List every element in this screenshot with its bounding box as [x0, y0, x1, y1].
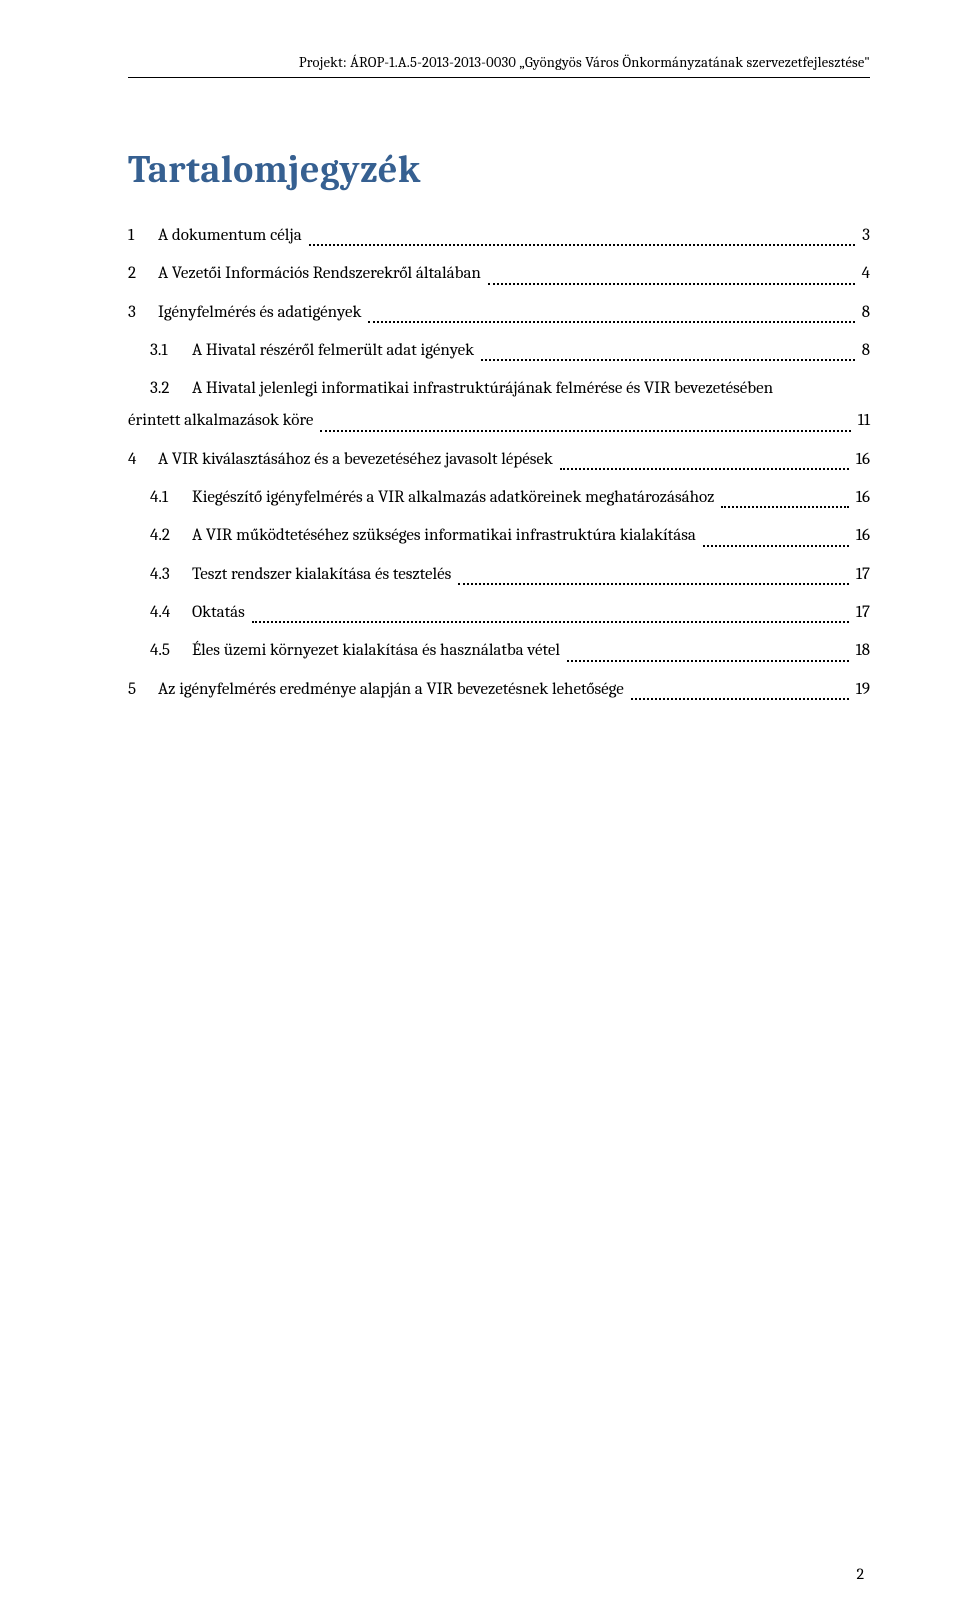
toc-entry-text-line1: A Hivatal jelenlegi informatikai infrast… — [192, 373, 777, 405]
toc-entry-page: 17 — [852, 597, 870, 629]
toc-leader-dots — [567, 660, 849, 662]
toc-entry-number: 4.1 — [128, 482, 192, 514]
toc-title: Tartalomjegyzék — [128, 148, 870, 192]
toc-entry-text: Éles üzemi környezet kialakítása és hasz… — [192, 635, 564, 667]
toc-entry-text: Az igényfelmérés eredménye alapján a VIR… — [158, 674, 628, 706]
toc-entry[interactable]: 4.2 A VIR működtetéséhez szükséges infor… — [128, 520, 870, 552]
toc-entry-text: A VIR működtetéséhez szükséges informati… — [192, 520, 700, 552]
toc-entry-text-line2: érintett alkalmazások köre — [128, 405, 317, 437]
toc-entry-page: 18 — [852, 635, 870, 667]
page: Projekt: ÁROP-1.A.5-2013-2013-0030 „Gyön… — [0, 0, 960, 1623]
toc-entry-page: 3 — [858, 220, 870, 252]
toc-entry-page: 8 — [858, 297, 870, 329]
toc-entry-text: Igényfelmérés és adatigények — [158, 297, 365, 329]
toc-entry-text: A VIR kiválasztásához és a bevezetéséhez… — [158, 444, 557, 476]
toc-entry-number: 4.5 — [128, 635, 192, 667]
toc-leader-dots — [703, 545, 849, 547]
toc-entry[interactable]: 4 A VIR kiválasztásához és a bevezetéséh… — [128, 444, 870, 476]
toc-entry-number: 3 — [128, 297, 158, 329]
toc-entry-page: 11 — [854, 405, 870, 437]
toc-entry-number: 4 — [128, 444, 158, 476]
toc-entry-page: 8 — [858, 335, 870, 367]
toc-entry[interactable]: 4.3 Teszt rendszer kialakítása és teszte… — [128, 559, 870, 591]
toc-entry-number: 4.2 — [128, 520, 192, 552]
toc-entry-number: 4.3 — [128, 559, 192, 591]
toc-leader-dots — [631, 698, 849, 700]
toc-leader-dots — [481, 359, 855, 361]
toc-leader-dots — [560, 468, 849, 470]
table-of-contents: 1 A dokumentum célja 3 2 A Vezetői Infor… — [128, 220, 870, 706]
toc-entry-number: 3.2 — [128, 373, 192, 405]
toc-entry-text: A Hivatal részéről felmerült adat igénye… — [192, 335, 478, 367]
toc-entry[interactable]: 4.4 Oktatás 17 — [128, 597, 870, 629]
toc-leader-dots — [721, 506, 848, 508]
toc-entry-text: Teszt rendszer kialakítása és tesztelés — [192, 559, 455, 591]
toc-entry-page: 16 — [852, 520, 870, 552]
toc-entry-number: 5 — [128, 674, 158, 706]
page-number: 2 — [856, 1565, 864, 1583]
toc-entry-page: 4 — [858, 258, 870, 290]
toc-leader-dots — [368, 321, 854, 323]
toc-entry[interactable]: 4.1 Kiegészítő igényfelmérés a VIR alkal… — [128, 482, 870, 514]
toc-entry-number: 2 — [128, 258, 158, 290]
toc-entry-page: 16 — [852, 444, 870, 476]
toc-leader-dots — [488, 283, 855, 285]
toc-leader-dots — [458, 583, 849, 585]
toc-entry-text: Kiegészítő igényfelmérés a VIR alkalmazá… — [192, 482, 718, 514]
toc-leader-dots — [309, 244, 855, 246]
toc-entry-page: 19 — [852, 674, 870, 706]
toc-entry[interactable]: 5 Az igényfelmérés eredménye alapján a V… — [128, 674, 870, 706]
toc-entry[interactable]: 4.5 Éles üzemi környezet kialakítása és … — [128, 635, 870, 667]
toc-entry[interactable]: 1 A dokumentum célja 3 — [128, 220, 870, 252]
project-header: Projekt: ÁROP-1.A.5-2013-2013-0030 „Gyön… — [128, 54, 870, 78]
toc-entry[interactable]: 3.2 A Hivatal jelenlegi informatikai inf… — [128, 373, 870, 438]
toc-entry[interactable]: 3 Igényfelmérés és adatigények 8 — [128, 297, 870, 329]
toc-entry[interactable]: 2 A Vezetői Információs Rendszerekről ál… — [128, 258, 870, 290]
toc-entry-number: 4.4 — [128, 597, 192, 629]
toc-entry-page: 17 — [852, 559, 870, 591]
toc-leader-dots — [252, 621, 849, 623]
toc-leader-dots — [320, 430, 850, 432]
toc-entry-text: Oktatás — [192, 597, 249, 629]
toc-entry-text: A dokumentum célja — [158, 220, 306, 252]
toc-entry-number: 3.1 — [128, 335, 192, 367]
toc-entry-number: 1 — [128, 220, 158, 252]
toc-entry[interactable]: 3.1 A Hivatal részéről felmerült adat ig… — [128, 335, 870, 367]
toc-entry-text: A Vezetői Információs Rendszerekről álta… — [158, 258, 485, 290]
toc-entry-page: 16 — [852, 482, 870, 514]
